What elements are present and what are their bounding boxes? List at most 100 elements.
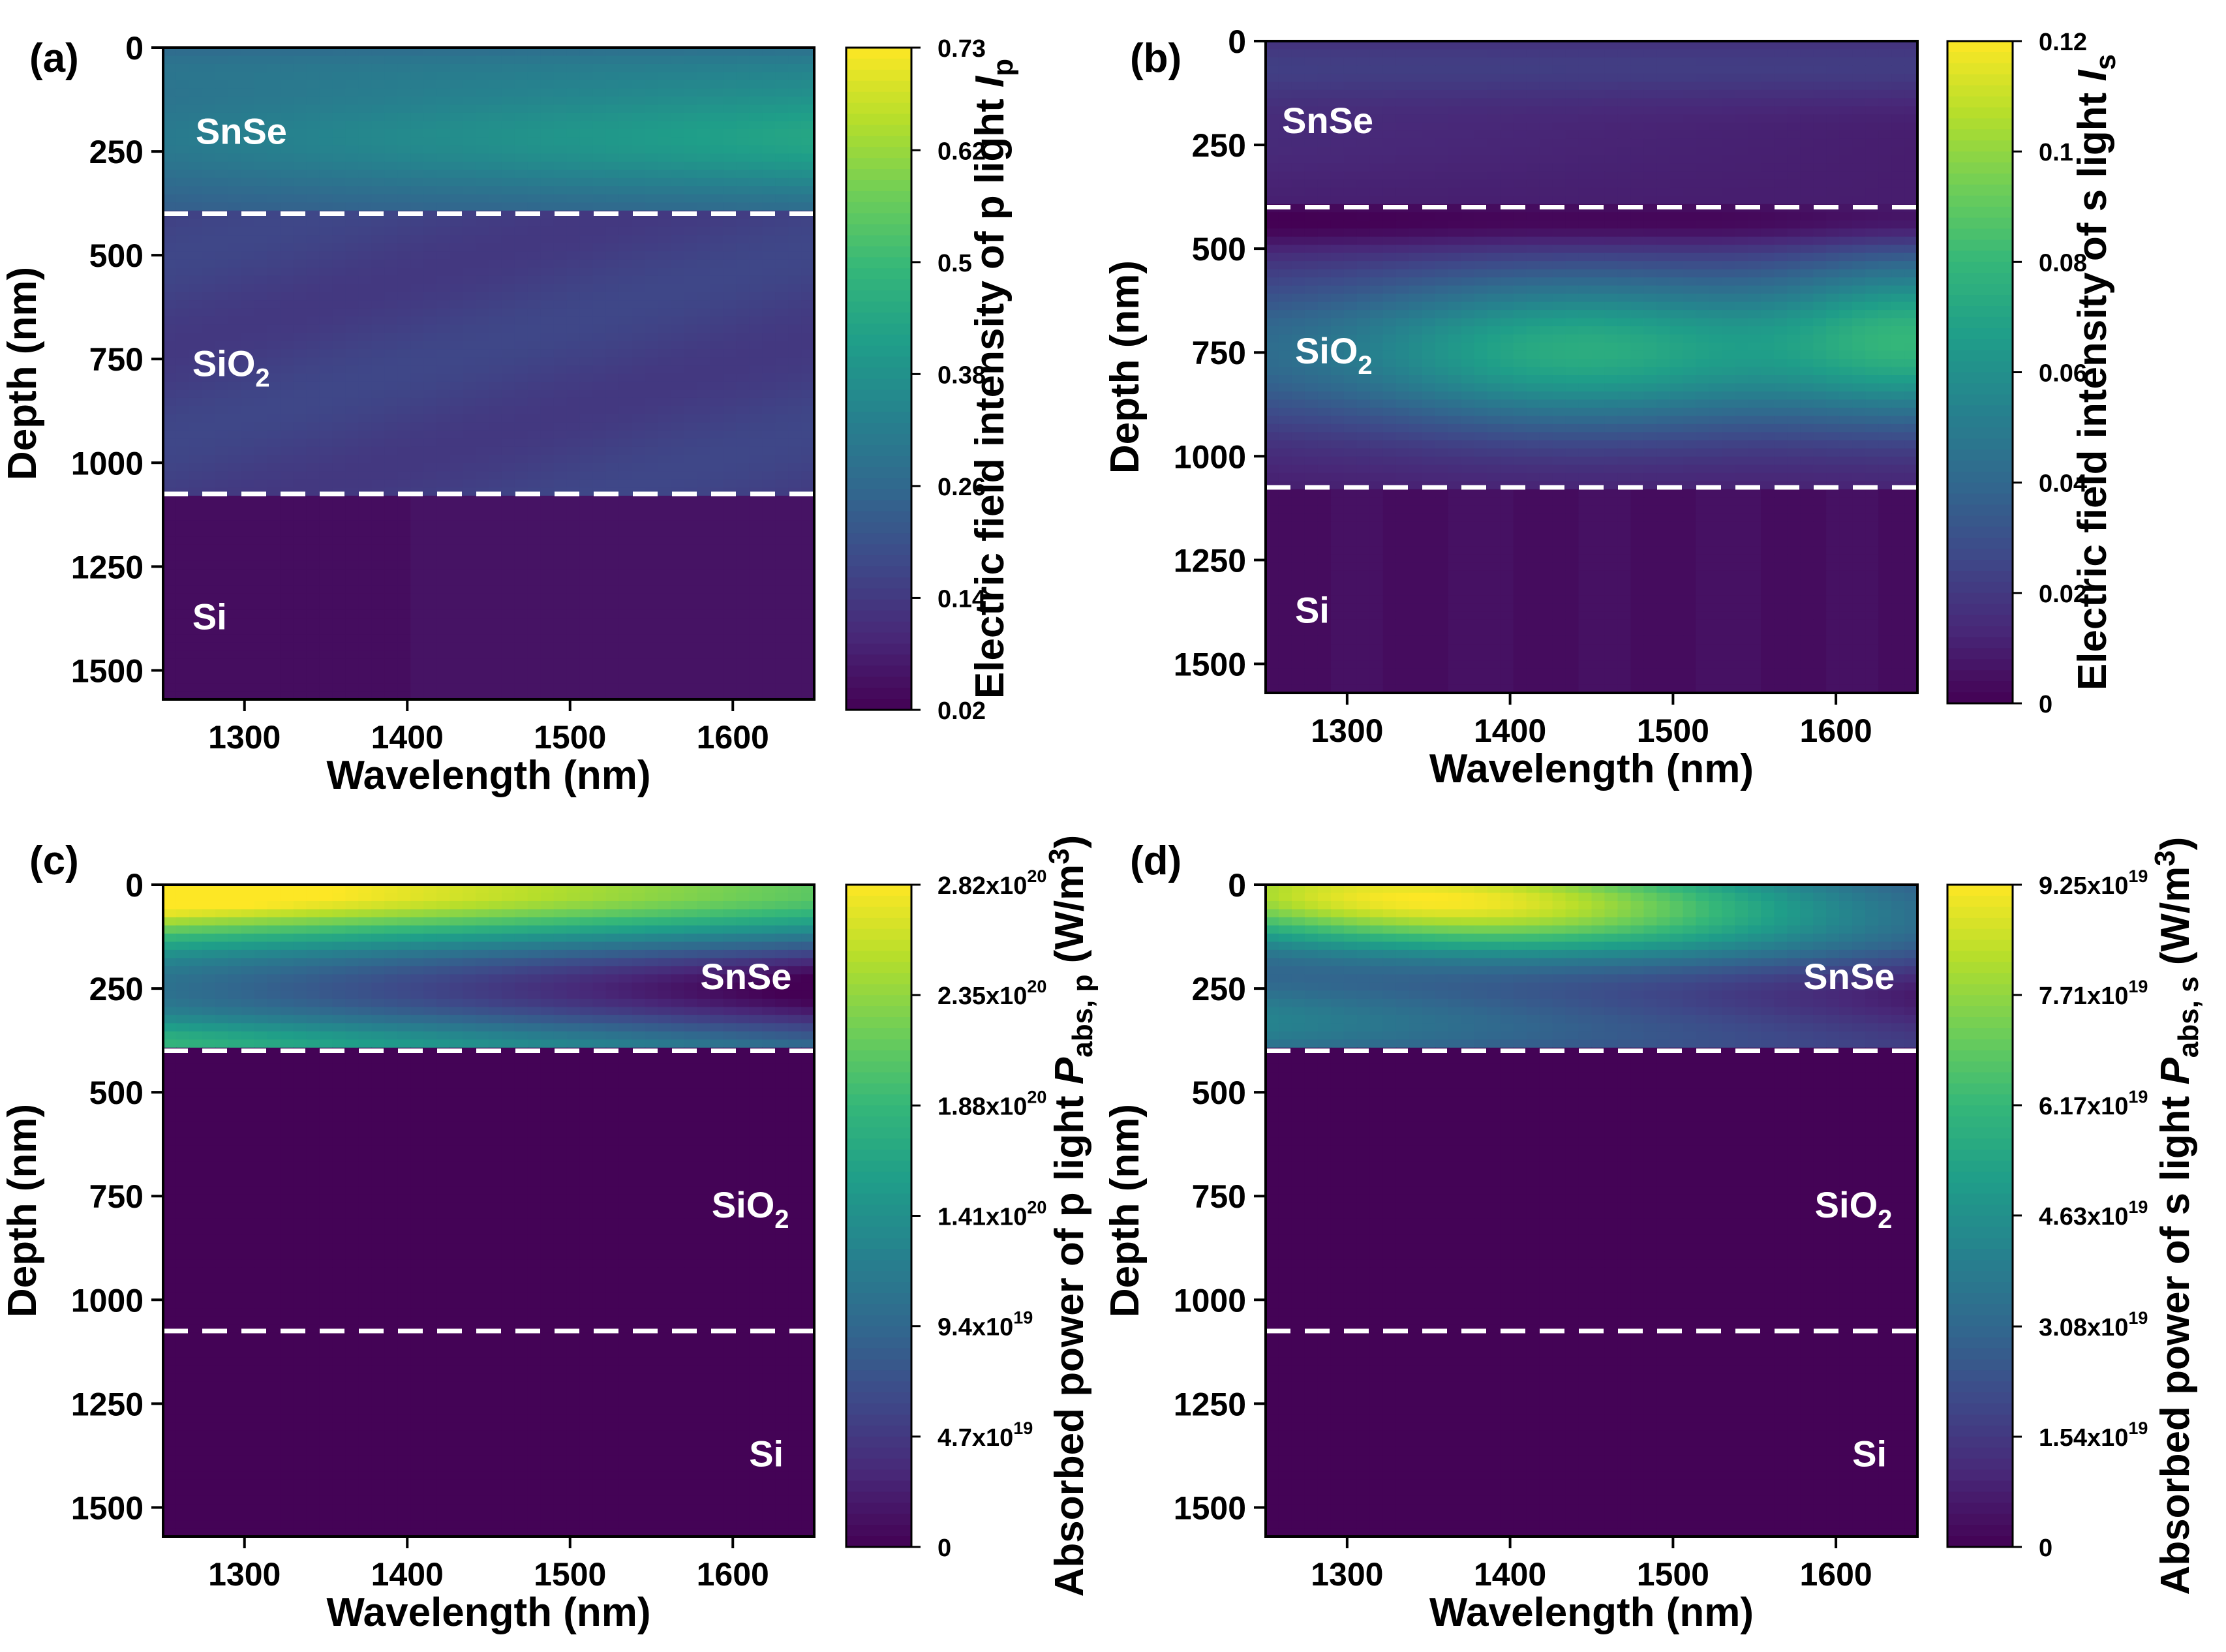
heatmap-cell <box>1330 73 1345 83</box>
heatmap-cell <box>280 602 294 611</box>
heatmap-cell <box>371 63 386 73</box>
heatmap-cell <box>397 381 412 391</box>
heatmap-cell <box>306 308 320 317</box>
heatmap-cell <box>1839 98 1853 107</box>
heatmap-cell <box>228 121 242 130</box>
heatmap-cell <box>228 170 242 179</box>
heatmap-cell <box>319 577 333 586</box>
heatmap-cell <box>306 528 320 538</box>
heatmap-cell <box>163 316 177 326</box>
heatmap-cell <box>540 308 555 317</box>
heatmap-cell <box>1748 138 1762 148</box>
heatmap-cell <box>1343 155 1358 164</box>
heatmap-cell <box>371 104 386 114</box>
heatmap-cell <box>175 479 190 489</box>
heatmap-cell <box>463 121 476 130</box>
heatmap-cell <box>436 316 450 326</box>
heatmap-cell <box>1500 163 1514 172</box>
heatmap-cell <box>293 357 307 366</box>
heatmap-cell <box>215 324 229 333</box>
heatmap-cell <box>527 373 541 382</box>
heatmap-cell <box>1474 49 1488 58</box>
heatmap-cell <box>175 569 190 578</box>
heatmap-cell <box>501 658 515 667</box>
heatmap-cell <box>215 316 229 326</box>
heatmap-cell <box>723 650 737 660</box>
heatmap-cell <box>1813 49 1827 58</box>
heatmap-cell <box>618 96 633 106</box>
heatmap-cell <box>319 63 333 73</box>
heatmap-cell <box>697 300 711 309</box>
heatmap-cell <box>749 324 763 333</box>
heatmap-cell <box>423 316 437 326</box>
heatmap-cell <box>736 104 750 114</box>
heatmap-cell <box>1382 130 1397 140</box>
heatmap-cell <box>371 300 386 309</box>
colorbar-step <box>846 688 911 699</box>
colorbar-step <box>846 423 911 435</box>
heatmap-cell <box>241 512 255 521</box>
heatmap-cell <box>658 602 672 611</box>
heatmap-cell <box>1617 179 1632 189</box>
heatmap-cell <box>215 194 229 204</box>
heatmap-cell <box>189 80 203 89</box>
heatmap-cell <box>671 284 685 293</box>
heatmap-cell <box>1448 73 1462 83</box>
colorbar-label-main: Electric field intensity of p light <box>968 87 1013 699</box>
heatmap-cell <box>1435 122 1449 132</box>
heatmap-cell <box>228 667 242 676</box>
heatmap-cell <box>254 145 268 155</box>
heatmap-cell <box>749 683 763 692</box>
heatmap-cell <box>514 650 528 660</box>
heatmap-cell <box>1526 65 1540 74</box>
heatmap-cell <box>293 544 307 554</box>
heatmap-cell <box>384 365 399 375</box>
heatmap-cell <box>371 390 386 399</box>
heatmap-cell <box>345 48 359 57</box>
heatmap-cell <box>267 683 281 692</box>
heatmap-cell <box>671 316 685 326</box>
heatmap-cell <box>410 88 424 97</box>
heatmap-cell <box>241 251 255 260</box>
heatmap-cell <box>645 634 659 643</box>
heatmap-cell <box>527 585 541 594</box>
heatmap-cell <box>1278 147 1292 156</box>
heatmap-cell <box>280 553 294 562</box>
heatmap-cell <box>1735 130 1749 140</box>
heatmap-cell <box>436 333 450 342</box>
heatmap-cell <box>762 602 776 611</box>
heatmap-cell <box>632 357 646 366</box>
heatmap-cell <box>501 495 515 505</box>
heatmap-cell <box>501 406 515 415</box>
heatmap-cell <box>645 455 659 464</box>
heatmap-cell <box>645 219 659 228</box>
heatmap-cell <box>254 300 268 309</box>
heatmap-cell <box>463 438 476 448</box>
heatmap-cell <box>671 292 685 301</box>
heatmap-cell <box>592 422 607 431</box>
heatmap-cell <box>489 609 502 619</box>
heatmap-cell <box>736 658 750 667</box>
heatmap-cell <box>788 349 802 358</box>
heatmap-cell <box>749 104 763 114</box>
heatmap-cell <box>684 495 698 505</box>
heatmap-cell <box>788 406 802 415</box>
heatmap-cell <box>293 63 307 73</box>
heatmap-cell <box>788 121 802 130</box>
heatmap-cell <box>267 414 281 423</box>
heatmap-cell <box>267 243 281 252</box>
heatmap-cell <box>1422 106 1436 115</box>
heatmap-cell <box>384 121 399 130</box>
heatmap-cell <box>658 495 672 505</box>
heatmap-cell <box>306 186 320 195</box>
heatmap-cell <box>605 422 620 431</box>
heatmap-cell <box>618 585 633 594</box>
heatmap-cell <box>410 259 424 268</box>
heatmap-cell <box>553 479 568 489</box>
heatmap-cell <box>645 390 659 399</box>
heatmap-cell <box>736 373 750 382</box>
heatmap-cell <box>163 112 177 122</box>
heatmap-cell <box>710 463 724 472</box>
heatmap-cell <box>645 528 659 538</box>
